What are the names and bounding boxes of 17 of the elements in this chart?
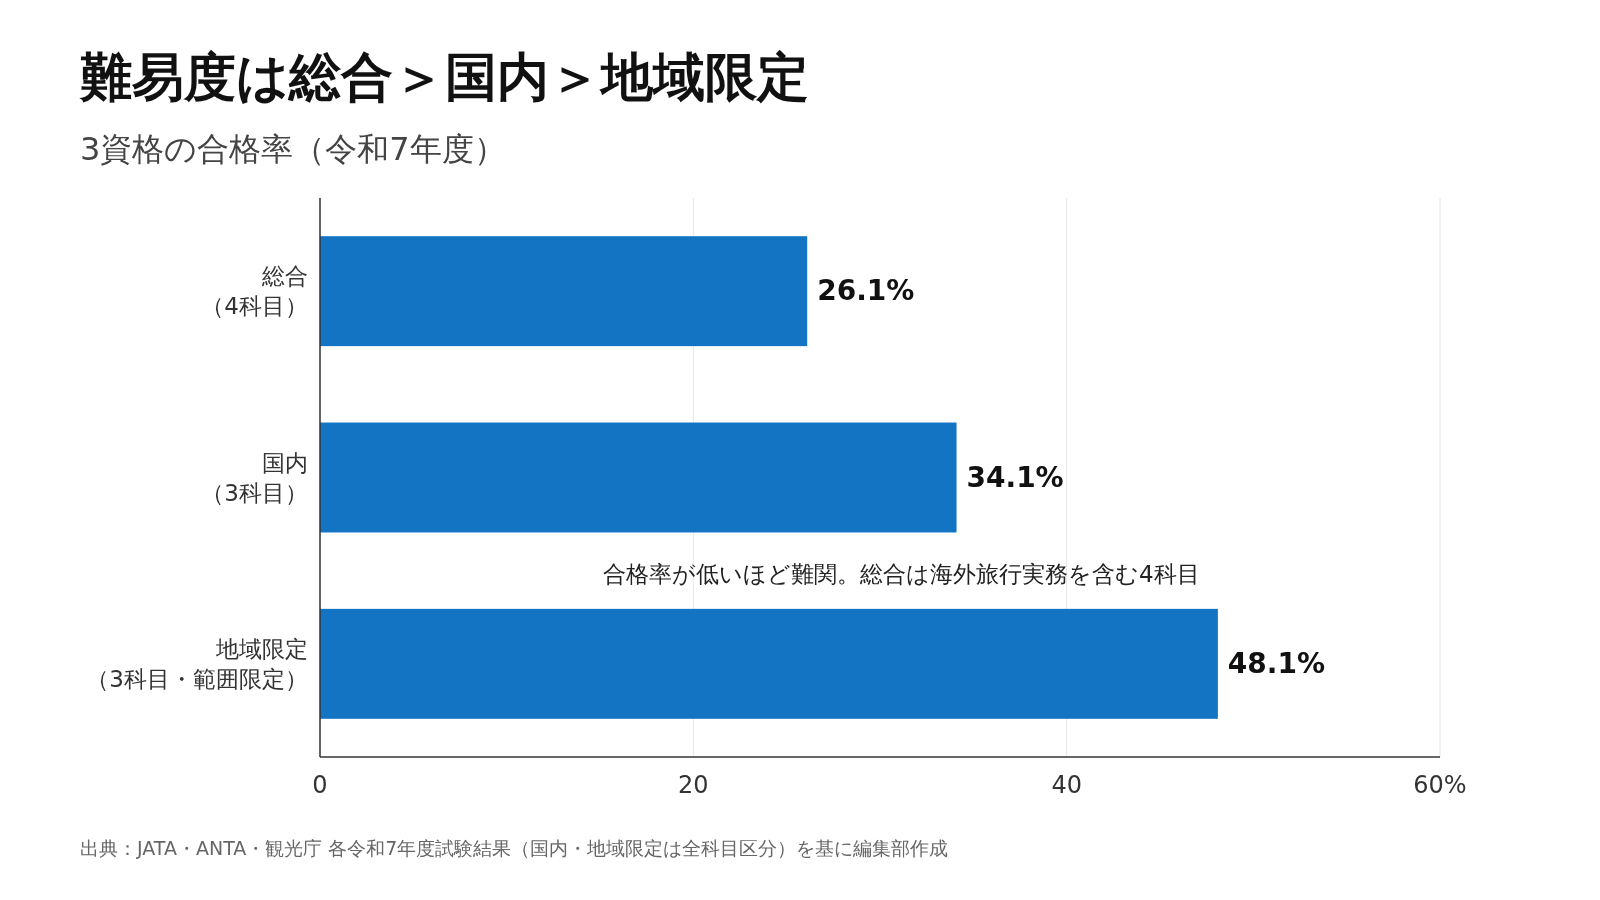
x-tick-label: 20 bbox=[678, 771, 709, 799]
data-label: 26.1% bbox=[817, 274, 915, 308]
y-tick-label: 地域限定（3科目・範囲限定） bbox=[86, 635, 308, 692]
x-tick-label: 60% bbox=[1413, 771, 1467, 799]
y-tick-label: 総合（4科目） bbox=[201, 263, 308, 320]
x-tick-label: 40 bbox=[1051, 771, 1082, 799]
x-tick-label: 0 bbox=[312, 771, 328, 799]
chart-title: 難易度は総合＞国内＞地域限定 bbox=[79, 47, 809, 107]
data-label: 48.1% bbox=[1227, 646, 1326, 680]
bar bbox=[320, 422, 957, 533]
chart-subtitle: 3資格の合格率（令和7年度） bbox=[80, 130, 506, 168]
annotation: 合格率が低いほど難関。総合は海外旅行実務を含む4科目 bbox=[603, 561, 1200, 587]
data-label: 34.1% bbox=[966, 460, 1064, 494]
bar bbox=[320, 236, 808, 347]
bar bbox=[320, 608, 1218, 719]
y-tick-label: 国内（3科目） bbox=[201, 449, 308, 506]
source-note: 出典：JATA・ANTA・観光庁 各令和7年度試験結果（国内・地域限定は全科目区分）を基に編集部作成 bbox=[80, 837, 949, 859]
